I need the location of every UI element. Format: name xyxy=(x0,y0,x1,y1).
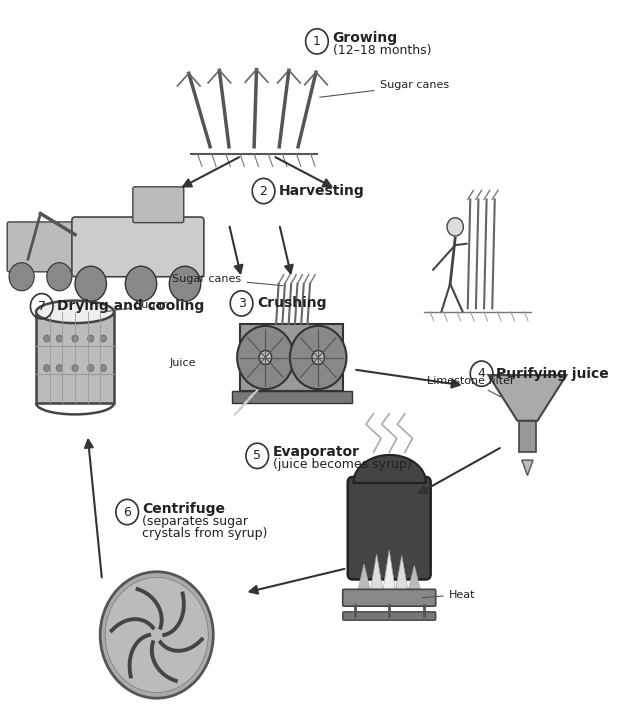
Text: 3: 3 xyxy=(237,297,246,310)
Text: Sugar canes: Sugar canes xyxy=(172,274,283,285)
Polygon shape xyxy=(488,375,566,421)
Circle shape xyxy=(170,266,201,302)
Polygon shape xyxy=(522,460,533,476)
Circle shape xyxy=(56,365,63,372)
Text: (juice becomes syrup): (juice becomes syrup) xyxy=(273,459,412,472)
Text: Drying and cooling: Drying and cooling xyxy=(57,299,204,313)
Text: (separates sugar: (separates sugar xyxy=(142,515,248,527)
Text: Growing: Growing xyxy=(333,31,398,45)
Circle shape xyxy=(88,335,94,342)
Text: Evaporator: Evaporator xyxy=(273,445,360,459)
Text: Limestone filter: Limestone filter xyxy=(427,376,515,397)
Bar xyxy=(36,312,114,403)
FancyBboxPatch shape xyxy=(72,217,204,277)
Ellipse shape xyxy=(36,301,114,323)
Circle shape xyxy=(237,326,294,389)
Circle shape xyxy=(105,578,208,692)
Text: Centrifuge: Centrifuge xyxy=(142,501,225,515)
Polygon shape xyxy=(408,566,420,590)
Text: Crushing: Crushing xyxy=(257,297,327,310)
Polygon shape xyxy=(358,564,371,590)
Text: Sugar canes: Sugar canes xyxy=(320,81,449,97)
Circle shape xyxy=(44,335,50,342)
FancyBboxPatch shape xyxy=(342,612,436,620)
FancyBboxPatch shape xyxy=(342,589,436,606)
Text: 2: 2 xyxy=(260,185,268,198)
Circle shape xyxy=(56,335,63,342)
Circle shape xyxy=(100,335,106,342)
Circle shape xyxy=(9,263,34,291)
Text: 1: 1 xyxy=(313,35,321,48)
FancyBboxPatch shape xyxy=(133,187,184,222)
Text: Harvesting: Harvesting xyxy=(279,184,365,198)
Circle shape xyxy=(290,326,346,389)
Text: (12–18 months): (12–18 months) xyxy=(333,44,431,57)
Circle shape xyxy=(75,266,106,302)
Circle shape xyxy=(125,266,157,302)
Circle shape xyxy=(259,350,272,365)
Polygon shape xyxy=(396,556,408,590)
Text: Heat: Heat xyxy=(422,590,476,600)
Circle shape xyxy=(47,263,72,291)
Polygon shape xyxy=(383,550,396,590)
Text: crystals from syrup): crystals from syrup) xyxy=(142,527,268,539)
Text: 6: 6 xyxy=(124,506,131,518)
Circle shape xyxy=(100,572,213,698)
Text: 7: 7 xyxy=(38,299,45,313)
Text: 4: 4 xyxy=(477,367,486,380)
Text: 5: 5 xyxy=(253,450,261,462)
Circle shape xyxy=(447,218,463,236)
Circle shape xyxy=(88,365,94,372)
FancyBboxPatch shape xyxy=(348,477,431,579)
Circle shape xyxy=(100,365,106,372)
Text: Juice: Juice xyxy=(170,358,196,368)
Text: Sugar: Sugar xyxy=(106,300,168,312)
Text: Purifying juice: Purifying juice xyxy=(496,367,609,381)
Circle shape xyxy=(312,350,324,365)
Bar xyxy=(232,391,351,403)
Circle shape xyxy=(44,365,50,372)
Circle shape xyxy=(72,365,78,372)
Polygon shape xyxy=(371,554,383,590)
Circle shape xyxy=(72,335,78,342)
Bar xyxy=(519,421,536,452)
FancyBboxPatch shape xyxy=(240,324,343,391)
FancyBboxPatch shape xyxy=(7,222,74,272)
